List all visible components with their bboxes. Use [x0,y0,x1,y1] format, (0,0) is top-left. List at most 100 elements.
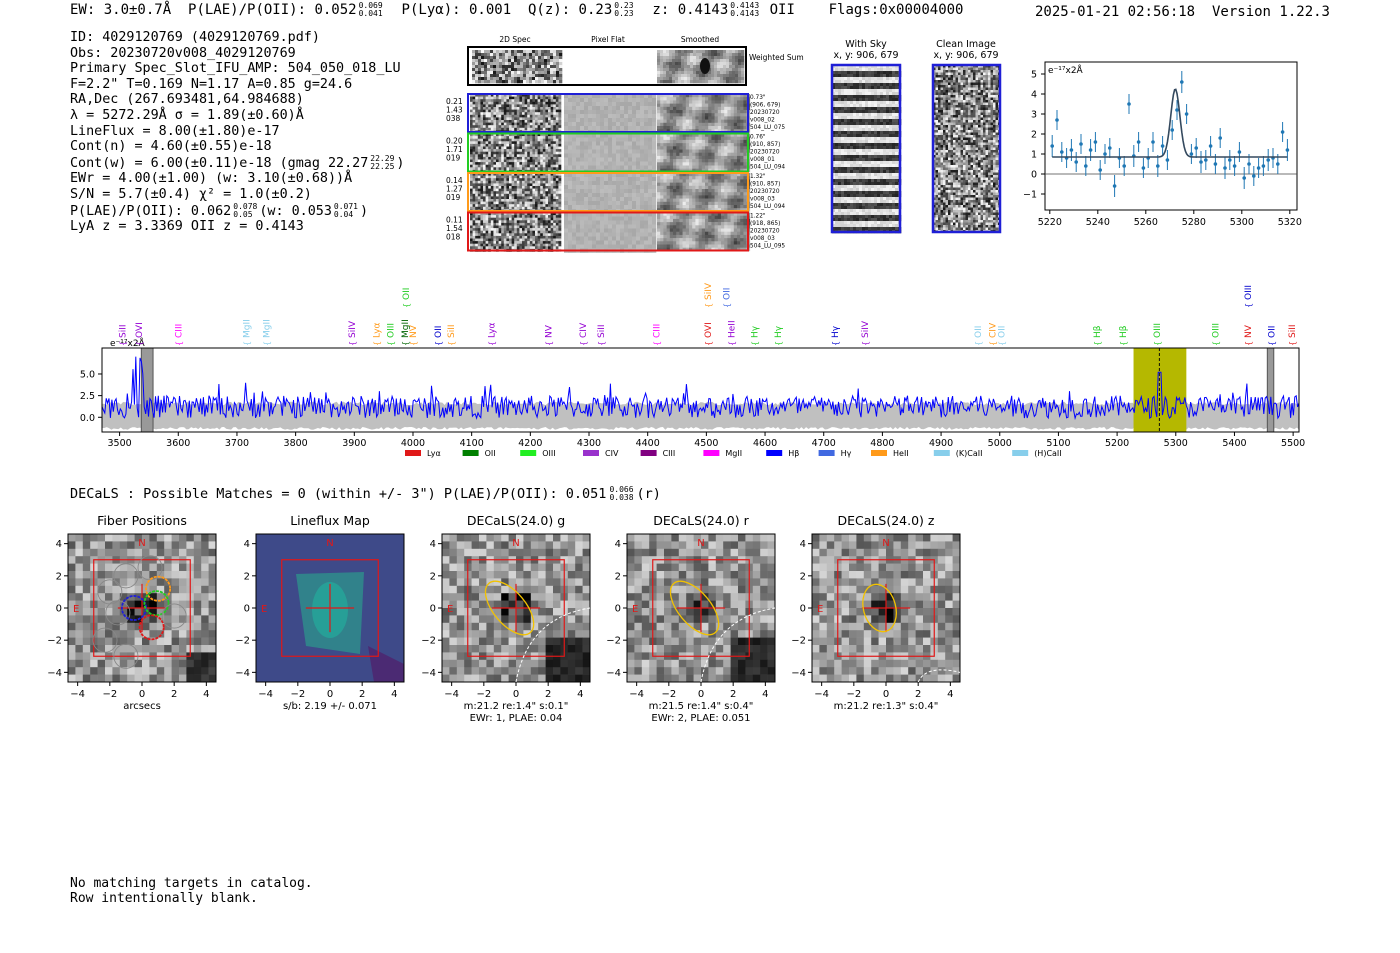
pixel [164,585,172,594]
line-id-text: OIII [1153,323,1163,338]
pixel [715,674,724,683]
pixel [715,563,724,572]
pixel [82,608,91,616]
pixel [508,563,517,572]
pixel [863,622,872,631]
pixel [538,578,546,587]
zoom-point [1084,164,1088,168]
line-id-bracket: { [242,341,251,346]
pixel [127,645,135,653]
line-id-text: NV [545,324,555,338]
line-id-text: OVI [704,322,714,338]
pixel [841,548,850,557]
pixel [134,667,143,675]
legend-label: HeII [893,449,909,458]
pixel [952,585,961,594]
pixel [575,674,583,683]
pixel [745,659,754,668]
pixel [156,622,165,631]
line-id-text: CIV [579,322,589,338]
pixel [738,630,746,638]
pixel [708,667,717,675]
pixel [812,645,820,653]
pixel [201,556,209,564]
pixel [730,645,739,653]
pixel [134,548,143,557]
pixel [634,556,643,564]
north-label: N [882,538,889,549]
pixel [878,578,887,587]
pixel [582,652,591,661]
panel-ytick-label: 2 [244,571,250,582]
pixel [97,645,106,653]
pixel [179,534,187,542]
pixel [456,556,465,564]
panel-xtick-label: 2 [171,689,177,700]
pixel [908,674,916,683]
panel-ytick-label: 4 [244,539,250,550]
pixel [142,578,150,587]
pixel [134,630,143,638]
pixel [156,637,165,646]
pixel [75,622,84,631]
pixel [164,541,172,550]
line-id-text: OII [1267,326,1277,338]
zoom-point [1055,118,1059,122]
line-id-label: SiIV{ [704,282,714,308]
pixel [760,571,768,579]
pixel [819,645,828,653]
pixel [486,659,495,668]
pixel [582,600,591,609]
pixel [171,637,180,646]
pixel [693,667,702,675]
pixel [127,563,135,572]
pixel [486,667,495,675]
pixel [723,615,731,624]
datetime: 2025-01-21 02:56:18 [1034,4,1196,20]
pixel [171,571,180,579]
line-id-bracket: { [722,303,731,308]
pixel [575,637,583,646]
pixel [708,585,717,594]
pixel [634,534,643,542]
pixel [501,548,509,557]
pixel [456,571,465,579]
line-id-label: HeII{ [728,320,738,346]
pixel [760,556,768,564]
pixel [641,630,650,638]
legend-entry: CIV [583,449,619,458]
pixel [819,667,828,675]
plae-hi: 0.069 [358,1,383,10]
line-id-label: OIII{ [1153,323,1163,346]
col-smooth-label: Smoothed [681,35,720,44]
pixel [664,622,672,631]
pixel [886,630,894,638]
pixel [693,615,702,624]
pixel [856,578,865,587]
pixel [142,593,150,601]
full-xtick-label: 4600 [753,438,777,449]
pixel [516,534,524,542]
pixel [812,600,820,609]
zoom-point [1184,112,1189,116]
pixel [664,571,672,579]
pixel [486,600,495,609]
pixel [871,630,879,638]
pixel [449,593,458,601]
pixel [834,667,842,675]
pixel [201,652,209,661]
pixel [738,548,746,557]
pixel [767,674,776,683]
pixel [849,637,857,646]
pixel [493,563,502,572]
info-ewr: EWr = 4.00(±1.00) (w: 3.10(±0.68))Å [70,171,353,187]
z-lo: 0.4143 [730,9,760,18]
pixel [693,563,702,572]
pixel [456,652,465,661]
panel-ytick-label: 2 [430,571,436,582]
pixel [841,541,850,550]
pixel [75,578,84,587]
pixel [908,622,916,631]
pixel [201,630,209,638]
